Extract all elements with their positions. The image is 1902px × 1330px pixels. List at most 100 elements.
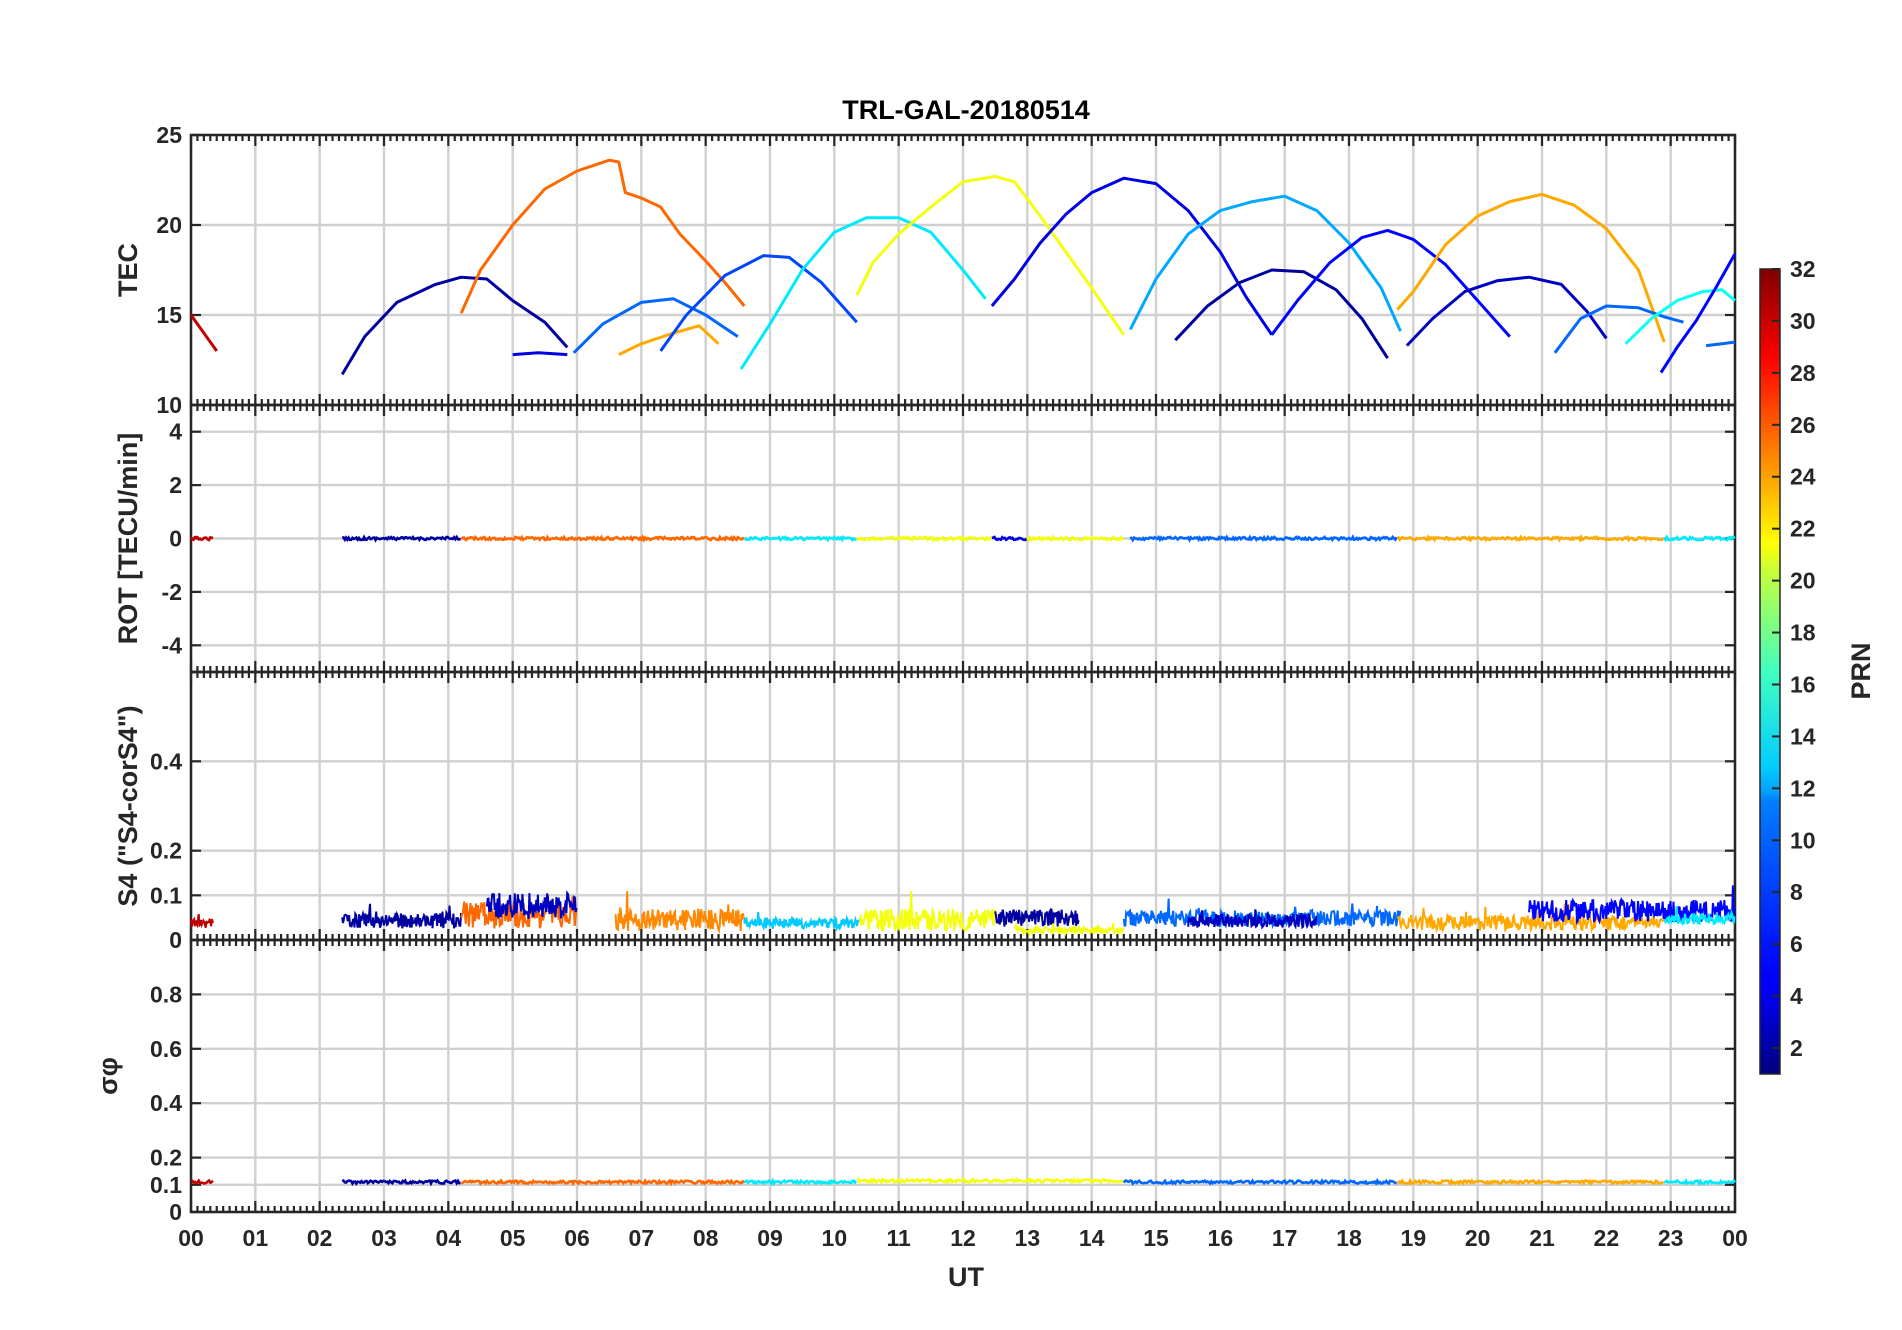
x-tick-label: 19 — [1401, 1225, 1427, 1251]
x-tick-label: 16 — [1208, 1225, 1234, 1251]
colorbar-tick-label: 20 — [1790, 568, 1816, 594]
s4-series-prn-3 — [485, 890, 578, 920]
tec-series — [189, 158, 1737, 376]
x-tick-label: 12 — [950, 1225, 976, 1251]
s4-series-prn-2 — [341, 903, 463, 929]
s4-series-prn-12 — [1663, 906, 1736, 927]
rot-series-prn-20 — [856, 534, 993, 543]
tec-arc-prn-2 — [1174, 268, 1389, 360]
s4-series-prn-20 — [859, 891, 996, 933]
colorbar-tick-label: 14 — [1790, 723, 1816, 749]
colorbar-tick-label: 6 — [1790, 931, 1803, 957]
s4-series-prn-20 — [1013, 921, 1125, 937]
sigma-phi-series-prn-23 — [1396, 1177, 1664, 1186]
y-tick-label: -4 — [162, 632, 183, 658]
sigma-phi-series-prn-8 — [1122, 1177, 1397, 1186]
x-tick-label: 02 — [307, 1225, 333, 1251]
y-tick-label: 0.8 — [150, 981, 182, 1007]
sigma-phi-series-prn-25 — [460, 1178, 746, 1187]
x-axis-label: UT — [948, 1262, 984, 1292]
rot-series — [189, 534, 1736, 543]
y-tick-label: 0.1 — [150, 882, 182, 908]
colorbar-tick-label: 16 — [1790, 671, 1816, 697]
x-tick-label: 11 — [887, 1225, 912, 1251]
x-tick-label: 06 — [564, 1225, 590, 1251]
tec-arc-prn-30 — [189, 314, 218, 352]
x-tick-label: 09 — [757, 1225, 783, 1251]
x-tick-label: 10 — [822, 1225, 848, 1251]
colorbar-label: PRN — [1846, 642, 1876, 699]
colorbar-gradient — [1759, 268, 1781, 1075]
sigma-phi-series-prn-20 — [856, 1176, 1125, 1185]
y-tick-label: 10 — [156, 392, 182, 418]
tec-arc-prn-25 — [459, 158, 746, 314]
y-axis-label: σφ — [93, 1057, 123, 1095]
y-tick-label: 4 — [169, 419, 182, 445]
x-tick-label: 05 — [500, 1225, 526, 1251]
y-tick-label: 0.4 — [150, 748, 182, 774]
rot-series-prn-12 — [1663, 534, 1736, 543]
y-tick-label: 0.4 — [150, 1090, 182, 1116]
x-tick-label: 13 — [1015, 1225, 1041, 1251]
colorbar-tick-label: 26 — [1790, 412, 1816, 438]
tec-arc-prn-3 — [1405, 275, 1608, 347]
s4-series — [190, 885, 1736, 937]
colorbar-tick-label: 8 — [1790, 879, 1803, 905]
y-tick-label: 0.6 — [150, 1036, 182, 1062]
s4-series-prn-11 — [743, 911, 861, 932]
s4-series-prn-2 — [994, 907, 1080, 927]
rot-series-prn-2 — [341, 534, 462, 543]
tec-arc-prn-20 — [855, 174, 1126, 336]
x-tick-label: 15 — [1143, 1225, 1169, 1251]
colorbar-tick-label: 22 — [1790, 516, 1816, 542]
rot-series-prn-8 — [1129, 534, 1398, 543]
plot-panels: 10152025-4-202400.10.20.400.10.20.40.60.… — [93, 122, 1748, 1251]
x-tick-label: 00 — [178, 1225, 204, 1251]
tec-arc-prn-7 — [659, 254, 858, 352]
tec-arc-prn-5 — [1270, 228, 1511, 338]
x-tick-label: 23 — [1658, 1225, 1684, 1251]
x-tick-label: 08 — [693, 1225, 719, 1251]
tec-arc-prn-8 — [1553, 304, 1684, 354]
sigma-phi-series-prn-2 — [341, 1178, 461, 1187]
y-tick-label: 0 — [169, 927, 182, 953]
s4-series-prn-5 — [1528, 885, 1736, 926]
colorbar-tick-label: 30 — [1790, 308, 1816, 334]
y-tick-label: -2 — [162, 579, 182, 605]
tec-arc-prn-2 — [340, 275, 569, 376]
x-tick-label: 01 — [243, 1225, 269, 1251]
colorbar-tick-label: 12 — [1790, 775, 1816, 801]
x-tick-label: 22 — [1594, 1225, 1620, 1251]
y-axis-label: TEC — [113, 243, 143, 297]
s4-series-prn-24 — [614, 891, 745, 935]
rot-series-prn-20 — [1026, 534, 1124, 543]
rot-series-prn-23 — [1396, 534, 1665, 543]
tec-arc-prn-10 — [1128, 194, 1402, 332]
y-tick-label: 25 — [156, 122, 182, 148]
y-tick-label: 0.1 — [150, 1172, 182, 1198]
chart-title: TRL-GAL-20180514 — [842, 95, 1090, 125]
tec-arc-prn-5 — [1659, 253, 1737, 374]
s4-series-prn-8 — [1122, 898, 1402, 930]
rot-series-prn-30 — [189, 535, 214, 542]
colorbar-tick-label: 2 — [1790, 1035, 1803, 1061]
x-tick-label: 21 — [1529, 1225, 1555, 1251]
rot-series-prn-25 — [460, 534, 745, 543]
y-tick-label: 20 — [156, 212, 182, 238]
s4-series-prn-30 — [190, 913, 215, 929]
sigma-phi-series — [190, 1176, 1737, 1187]
sigma-phi-series-prn-12 — [743, 1177, 858, 1187]
x-tick-label: 20 — [1465, 1225, 1491, 1251]
x-tick-label: 03 — [371, 1225, 397, 1251]
tec-arc-prn-4 — [990, 176, 1274, 336]
colorbar-tick-label: 18 — [1790, 620, 1816, 646]
s4-series-prn-23 — [1396, 903, 1665, 934]
sigma-phi-series-prn-12 — [1663, 1177, 1737, 1187]
y-axis-label: ROT [TECU/min] — [113, 433, 143, 644]
rot-series-prn-12 — [743, 534, 857, 543]
tec-arc-prn-23 — [1396, 192, 1666, 343]
tec-arc-prn-4 — [512, 351, 568, 357]
x-tick-label: 00 — [1722, 1225, 1748, 1251]
colorbar-tick-label: 4 — [1790, 983, 1803, 1009]
